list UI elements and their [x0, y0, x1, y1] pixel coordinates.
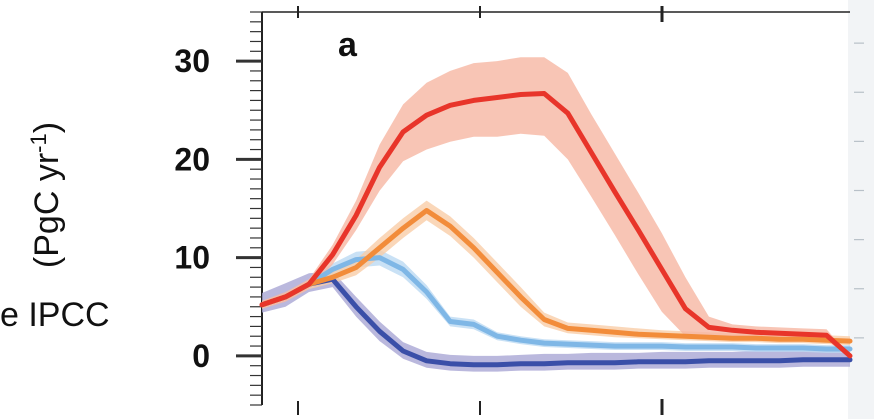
axis-ticks	[236, 6, 864, 415]
y-axis-label-exponent: -1	[26, 133, 51, 153]
y-axis-label-close: )	[28, 122, 66, 133]
overlay-text-fragment: e IPCC	[0, 296, 110, 334]
series-lines	[259, 91, 853, 368]
series-line	[259, 91, 853, 359]
y-tick-label: 10	[174, 240, 210, 276]
y-tick-label: 30	[174, 43, 210, 79]
uncertainty-band	[262, 57, 850, 356]
y-axis-label: (PgC yr-1)	[26, 122, 66, 268]
uncertainty-band	[262, 271, 850, 372]
y-axis-label-main: (PgC yr	[28, 153, 66, 268]
y-tick-labels: 0 10 20 30	[174, 43, 210, 374]
series-line	[259, 276, 853, 368]
panel-label: a	[338, 26, 358, 64]
y-tick-label: 0	[192, 338, 210, 374]
series-line	[259, 208, 853, 344]
y-tick-label: 20	[174, 141, 210, 177]
series-line	[259, 255, 853, 352]
